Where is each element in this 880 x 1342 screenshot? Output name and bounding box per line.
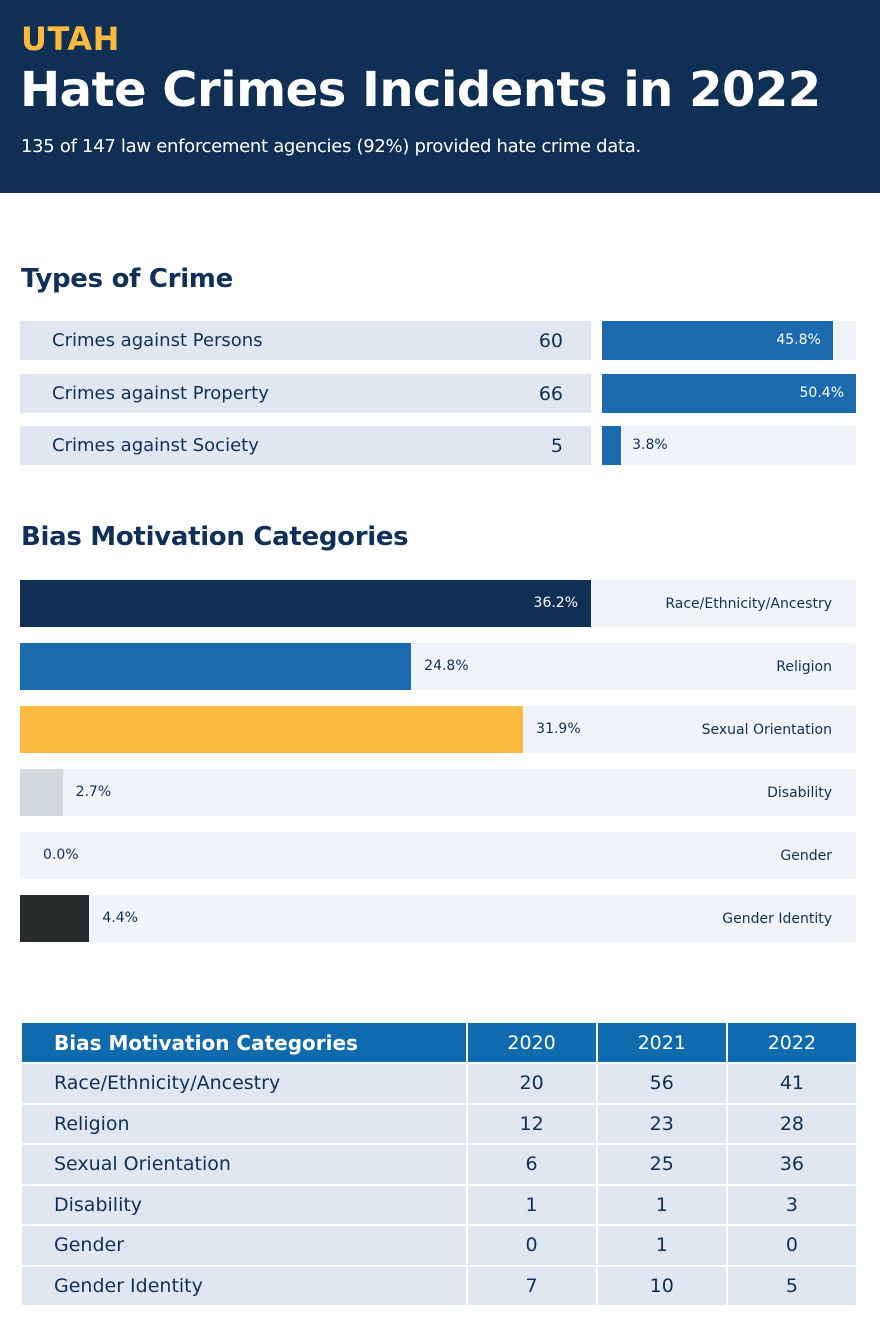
- bias-percent-label: 24.8%: [424, 657, 469, 674]
- table-cell: Religion: [20, 1102, 468, 1145]
- crime-label: Crimes against Property: [52, 382, 269, 404]
- bias-row: 24.8% Religion: [20, 642, 856, 690]
- bias-heading: Bias Motivation Categories: [21, 522, 409, 552]
- table-row: Religion 12 23 28: [20, 1102, 859, 1145]
- table-cell: 7: [465, 1264, 598, 1307]
- table-cell: Disability: [20, 1183, 468, 1226]
- crime-row: Crimes against Property 66 50.4%: [20, 373, 856, 413]
- table-row: Gender Identity 7 10 5: [20, 1264, 859, 1307]
- table-header-cell: Bias Motivation Categories: [20, 1021, 468, 1064]
- table-cell: Sexual Orientation: [20, 1143, 468, 1186]
- bias-row: 36.2% Race/Ethnicity/Ancestry: [20, 580, 856, 627]
- bias-category-label: Gender: [780, 847, 832, 864]
- crime-label-box: Crimes against Property 66: [20, 373, 591, 413]
- bias-row: 4.4% Gender Identity: [20, 894, 856, 942]
- bias-percent-label: 36.2%: [533, 595, 579, 611]
- state-name: UTAH: [21, 20, 120, 58]
- page-title: Hate Crimes Incidents in 2022: [20, 62, 821, 118]
- crime-label-box: Crimes against Society 5: [20, 426, 591, 465]
- table-header-row: Bias Motivation Categories 2020 2021 2022: [20, 1021, 859, 1064]
- table-cell: 56: [595, 1062, 728, 1105]
- crime-label-box: Crimes against Persons 60: [20, 321, 591, 360]
- bias-category-label: Race/Ethnicity/Ancestry: [665, 596, 832, 612]
- crime-bar: [602, 426, 622, 465]
- table-cell: 5: [725, 1264, 859, 1307]
- types-of-crime-heading: Types of Crime: [21, 264, 233, 294]
- crime-bar: [602, 321, 833, 360]
- table-cell: 36: [725, 1143, 859, 1186]
- table-header-cell: 2021: [595, 1021, 728, 1064]
- table-cell: 20: [465, 1062, 598, 1105]
- table-cell: 0: [725, 1224, 859, 1267]
- crime-row: Crimes against Persons 60 45.8%: [20, 321, 856, 360]
- crime-bar-track: 45.8%: [602, 321, 856, 360]
- bias-category-label: Disability: [767, 784, 832, 801]
- table-cell: 1: [465, 1183, 598, 1226]
- crime-count: 5: [550, 435, 563, 457]
- table-row: Sexual Orientation 6 25 36: [20, 1143, 859, 1186]
- crime-percent-label: 50.4%: [799, 384, 844, 401]
- table-row: Gender 0 1 0: [20, 1224, 859, 1267]
- bias-category-label: Sexual Orientation: [701, 721, 832, 738]
- table-cell: 10: [595, 1264, 728, 1307]
- table-cell: 12: [465, 1102, 598, 1145]
- table-cell: 6: [465, 1143, 598, 1186]
- bias-table: Bias Motivation Categories 2020 2021 2022 R…: [20, 1021, 859, 1307]
- bias-bar: [20, 580, 591, 627]
- crime-label: Crimes against Persons: [52, 330, 263, 351]
- bias-percent-label: 4.4%: [102, 909, 138, 926]
- table-cell: Gender: [20, 1224, 468, 1267]
- bias-row: 31.9% Sexual Orientation: [20, 705, 856, 753]
- table-cell: 25: [595, 1143, 728, 1186]
- page-subtitle: 135 of 147 law enforcement agencies (92%…: [21, 136, 641, 157]
- crime-percent-label: 3.8%: [632, 437, 668, 453]
- table-header-cell: 2022: [725, 1021, 859, 1064]
- crime-label: Crimes against Society: [52, 435, 259, 456]
- crime-count: 60: [538, 330, 563, 352]
- crime-bar-track: 50.4%: [602, 373, 856, 413]
- crime-bar-track: 3.8%: [602, 426, 856, 465]
- table-cell: 41: [725, 1062, 859, 1105]
- bias-bar: [20, 705, 524, 753]
- bias-percent-label: 0.0%: [43, 846, 79, 863]
- table-cell: 3: [725, 1183, 859, 1226]
- table-cell: 28: [725, 1102, 859, 1145]
- header-banner: UTAH Hate Crimes Incidents in 2022 135 o…: [0, 0, 880, 193]
- crime-percent-label: 45.8%: [776, 332, 821, 348]
- table-row: Race/Ethnicity/Ancestry 20 56 41: [20, 1062, 859, 1105]
- bias-category-label: Gender Identity: [722, 910, 832, 927]
- table-cell: Gender Identity: [20, 1264, 468, 1307]
- bias-row: 2.7% Disability: [20, 768, 856, 816]
- bias-percent-label: 31.9%: [536, 720, 581, 737]
- bias-bar: [20, 642, 412, 690]
- table-cell: 23: [595, 1102, 728, 1145]
- table-row: Disability 1 1 3: [20, 1183, 859, 1226]
- table-cell: 1: [595, 1224, 728, 1267]
- crime-row: Crimes against Society 5 3.8%: [20, 426, 856, 465]
- crime-count: 66: [538, 382, 563, 405]
- table-header-cell: 2020: [465, 1021, 598, 1064]
- bias-category-label: Religion: [776, 658, 832, 675]
- bias-bar: [20, 768, 63, 816]
- table-cell: Race/Ethnicity/Ancestry: [20, 1062, 468, 1105]
- bias-bar: [20, 894, 90, 942]
- table-cell: 0: [465, 1224, 598, 1267]
- bias-row: 0.0% Gender: [20, 831, 856, 879]
- crime-bar: [602, 373, 856, 413]
- bias-percent-label: 2.7%: [75, 783, 112, 800]
- table-cell: 1: [595, 1183, 728, 1226]
